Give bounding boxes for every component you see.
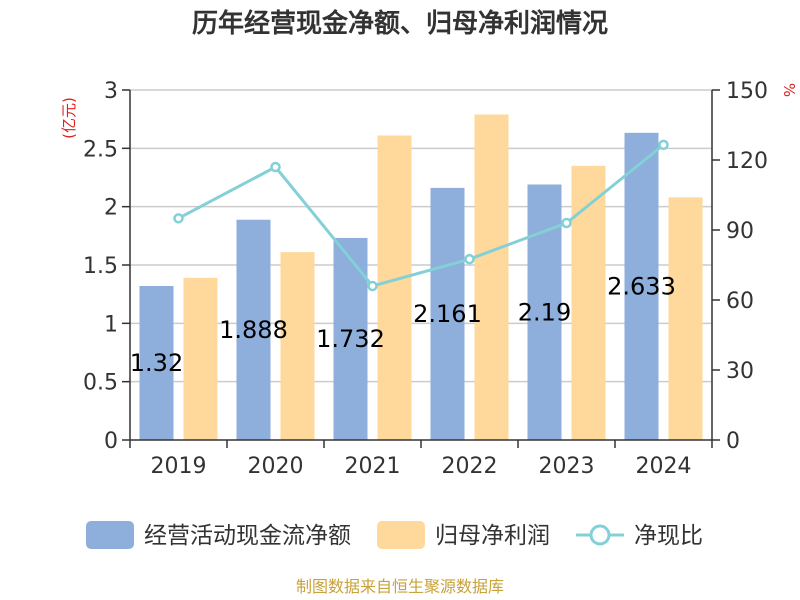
grid bbox=[130, 89, 712, 383]
legend: 经营活动现金流净额 归母净利润 净现比 bbox=[86, 521, 703, 549]
line-netcash-ratio bbox=[177, 143, 665, 288]
y-left-tick-label: 3 bbox=[104, 79, 118, 104]
data-label: 1.32 bbox=[130, 349, 183, 377]
source-note: 制图数据来自恒生聚源数据库 bbox=[296, 577, 504, 596]
y-right-unit: % bbox=[780, 83, 798, 97]
x-tick-label: 2019 bbox=[151, 454, 207, 479]
line-point bbox=[270, 161, 281, 173]
y-left-tick-label: 2 bbox=[104, 196, 118, 221]
legend-label: 净现比 bbox=[634, 523, 703, 549]
bar-netprofit bbox=[474, 114, 509, 440]
bar-cashflow bbox=[236, 219, 271, 440]
data-labels: 1.32 1.888 1.732 2.161 2.19 2.633 bbox=[130, 272, 676, 377]
bar-netprofit bbox=[183, 277, 218, 440]
legend-swatch-marker bbox=[589, 524, 611, 546]
data-label: 2.633 bbox=[607, 272, 676, 300]
y-right-tick-label: 120 bbox=[726, 149, 768, 174]
y-left-tick-label: 0.5 bbox=[83, 371, 118, 396]
bar-netprofit bbox=[377, 135, 412, 440]
chart-title: 历年经营现金净额、归母净利润情况 bbox=[192, 8, 608, 39]
data-label: 2.19 bbox=[518, 298, 571, 326]
bar-netprofit bbox=[280, 252, 315, 440]
legend-label: 归母净利润 bbox=[435, 523, 550, 549]
bar-cashflow bbox=[624, 132, 659, 441]
y-right-tick-label: 30 bbox=[726, 359, 754, 384]
y-left-tick-label: 1 bbox=[104, 312, 118, 337]
bar-cashflow bbox=[139, 286, 174, 440]
data-label: 1.732 bbox=[316, 325, 385, 353]
legend-label: 经营活动现金流净额 bbox=[144, 523, 351, 549]
line-series bbox=[173, 139, 669, 292]
bar-netprofit bbox=[668, 197, 703, 440]
line-point bbox=[173, 213, 184, 224]
line-point bbox=[561, 217, 572, 229]
line-point bbox=[464, 253, 475, 265]
y-left-tick-label: 0 bbox=[104, 429, 118, 454]
line-point bbox=[658, 139, 669, 151]
x-tick-label: 2021 bbox=[345, 454, 401, 479]
y-left-unit: (亿元) bbox=[60, 97, 78, 139]
bar-netprofit bbox=[571, 165, 606, 441]
y-right-tick-label: 60 bbox=[726, 289, 754, 314]
x-tick-label: 2024 bbox=[636, 454, 692, 479]
x-tick-label: 2022 bbox=[442, 454, 498, 479]
y-left-tick-label: 2.5 bbox=[83, 137, 118, 162]
x-tick-label: 2023 bbox=[539, 454, 595, 479]
y-right-tick-label: 150 bbox=[726, 79, 768, 104]
legend-swatch bbox=[377, 521, 425, 549]
y-right-tick-label: 90 bbox=[726, 219, 754, 244]
x-tick-label: 2020 bbox=[248, 454, 304, 479]
data-label: 2.161 bbox=[413, 300, 482, 328]
line-point bbox=[367, 280, 378, 292]
y-left-tick-label: 1.5 bbox=[83, 254, 118, 279]
legend-swatch bbox=[86, 521, 134, 549]
bars bbox=[139, 114, 703, 441]
data-label: 1.888 bbox=[219, 316, 288, 344]
bar-cashflow bbox=[430, 187, 465, 440]
y-right-tick-label: 0 bbox=[726, 429, 740, 454]
